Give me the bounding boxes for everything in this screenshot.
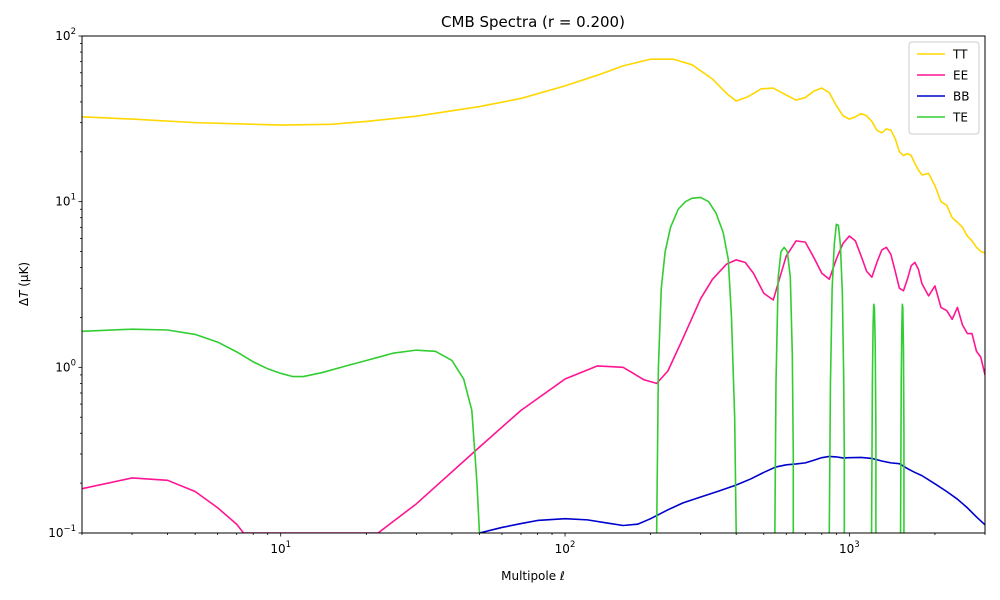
- x-tick-label: 103: [839, 540, 860, 556]
- series-line-ee: [82, 235, 985, 533]
- legend-label-tt: TT: [952, 48, 968, 62]
- chart-title: CMB Spectra (r = 0.200): [441, 13, 625, 31]
- y-axis-label: ΔT (μK): [17, 262, 31, 306]
- series-line-tt: [82, 58, 985, 254]
- y-tick-label: 101: [55, 193, 76, 209]
- ticks-layer: 101 102 103 10−1 100 101 102: [48, 27, 986, 556]
- legend-box: [908, 41, 980, 135]
- x-tick-label: 102: [555, 540, 576, 556]
- legend: TT EE BB TE: [908, 41, 980, 135]
- series-line-bb: [479, 455, 985, 533]
- x-axis-label: Multipole ℓ: [501, 569, 565, 583]
- legend-label-ee: EE: [953, 69, 968, 83]
- x-tick-label: 101: [270, 540, 291, 556]
- series-line-te: [82, 196, 905, 533]
- y-tick-label: 102: [55, 27, 76, 43]
- y-axis-label-var: T: [17, 289, 31, 298]
- y-tick-label: 100: [55, 358, 76, 374]
- y-tick-label: 10−1: [48, 524, 76, 540]
- series-layer: [82, 58, 985, 533]
- y-axis-label-unit: (μK): [17, 262, 31, 291]
- legend-label-bb: BB: [953, 90, 969, 104]
- legend-label-te: TE: [952, 111, 968, 125]
- plot-frame: [81, 35, 986, 534]
- y-axis-label-delta: Δ: [17, 297, 31, 306]
